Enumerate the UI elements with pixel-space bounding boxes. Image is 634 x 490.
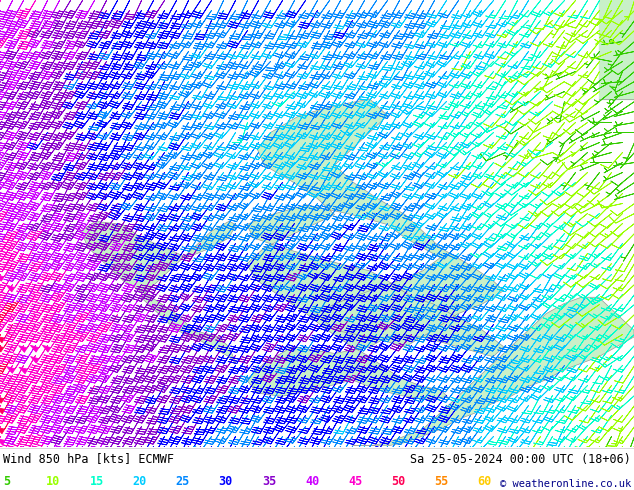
Text: 20: 20: [133, 475, 146, 488]
Text: Wind 850 hPa [kts] ECMWF: Wind 850 hPa [kts] ECMWF: [3, 453, 174, 466]
Text: 25: 25: [176, 475, 190, 488]
Text: 60: 60: [477, 475, 491, 488]
Text: 15: 15: [89, 475, 103, 488]
Text: © weatheronline.co.uk: © weatheronline.co.uk: [500, 479, 631, 489]
Text: 50: 50: [391, 475, 405, 488]
Text: 35: 35: [262, 475, 276, 488]
Text: 10: 10: [46, 475, 60, 488]
Text: 30: 30: [219, 475, 233, 488]
Text: 55: 55: [434, 475, 448, 488]
Text: 45: 45: [348, 475, 362, 488]
Polygon shape: [598, 0, 634, 99]
Polygon shape: [81, 221, 236, 363]
Text: 40: 40: [305, 475, 319, 488]
Polygon shape: [353, 297, 634, 446]
Text: Sa 25-05-2024 00:00 UTC (18+06): Sa 25-05-2024 00:00 UTC (18+06): [410, 453, 631, 466]
Polygon shape: [247, 99, 503, 400]
Text: 5: 5: [3, 475, 10, 488]
